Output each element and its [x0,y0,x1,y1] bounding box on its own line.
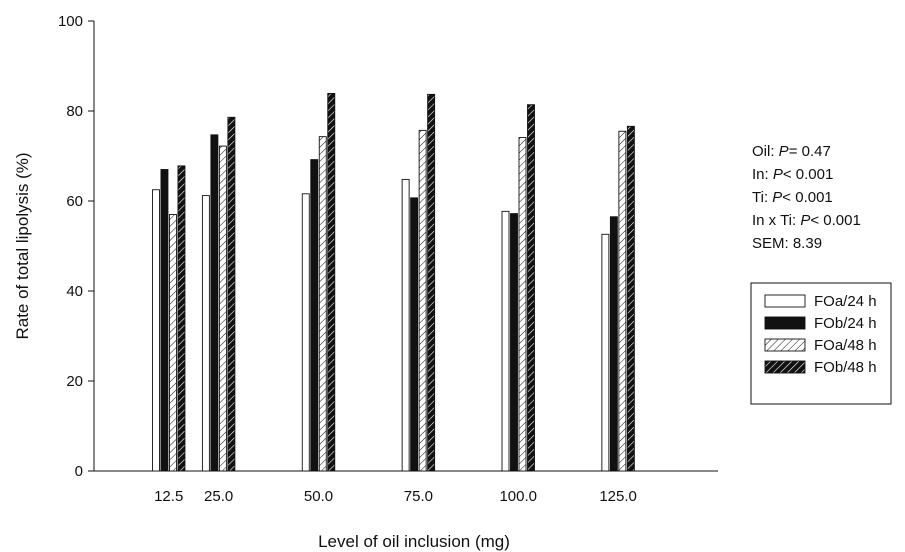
bar-foa-24-h-75.0 [401,178,410,472]
bar-fob-48-h-12.5 [177,165,186,472]
stat-line: In x Ti: P< 0.001 [752,209,861,232]
legend-swatch [764,316,806,330]
y-axis-title: Rate of total lipolysis (%) [13,152,32,339]
bars-layer [152,92,635,472]
x-tick-label: 50.0 [304,488,333,505]
stat-value: < 0.001 [782,189,833,206]
stat-value: < 0.001 [810,212,861,229]
stat-line: Ti: P< 0.001 [752,186,861,209]
bar-fob-24-h-12.5 [160,169,169,472]
bar-foa-24-h-125.0 [601,233,610,472]
stat-label: Ti: [752,189,773,206]
x-tick-label: 100.0 [499,488,537,505]
bar-fob-24-h-100.0 [510,213,518,472]
bar-fob-48-h-25.0 [227,116,236,472]
stat-label: SEM: 8.39 [752,235,823,252]
stat-symbol: P [800,212,811,229]
y-tick-label: 60 [66,193,83,210]
legend: FOa/24 h FOb/24 h FOa/48 h FOb/48 h [750,282,892,405]
legend-swatch [764,360,806,374]
bar-foa-48-h-100.0 [518,137,527,472]
bar-fob-48-h-75.0 [427,93,436,472]
stat-label: Oil: [752,143,779,160]
x-tick-label: 75.0 [404,488,433,505]
x-tick-label: 12.5 [154,488,183,505]
legend-swatch [764,294,806,308]
x-tick-label: 125.0 [599,488,637,505]
stat-line: Oil: P= 0.47 [752,140,861,163]
bar-foa-48-h-125.0 [618,130,627,472]
bar-fob-48-h-125.0 [626,125,635,472]
bar-foa-24-h-100.0 [501,210,510,472]
stat-value: = 0.47 [788,143,831,160]
bar-fob-24-h-75.0 [410,197,419,472]
stat-value: < 0.001 [782,166,834,183]
y-tick-label: 0 [75,463,83,480]
legend-label: FOa/24 h [814,293,877,310]
legend-label: FOb/24 h [814,315,877,332]
bar-fob-24-h-25.0 [210,134,219,472]
bar-fob-24-h-125.0 [609,216,618,472]
bar-fob-48-h-50.0 [327,92,336,472]
bar-foa-48-h-25.0 [218,145,227,472]
y-tick-label: 20 [66,373,83,390]
stat-symbol: P [772,189,783,206]
bar-foa-24-h-12.5 [152,189,160,472]
legend-label: FOb/48 h [814,359,877,376]
bar-foa-24-h-50.0 [301,193,310,472]
y-tick-label: 40 [66,283,83,300]
bar-fob-24-h-50.0 [310,159,319,472]
bar-foa-24-h-25.0 [201,195,210,472]
bar-foa-48-h-12.5 [169,214,177,472]
labels-layer: 0 20 40 60 80 100 12.5 25.0 50.0 75.0 100.0 125.0 Le… [13,13,637,551]
bar-foa-48-h-50.0 [318,136,327,472]
stat-label: In x Ti: [752,212,801,229]
bar-foa-48-h-75.0 [418,129,427,472]
y-tick-label: 80 [66,103,83,120]
legend-swatch [764,338,806,352]
x-axis-title: Level of oil inclusion (mg) [318,532,510,551]
bar-fob-48-h-100.0 [527,104,535,472]
legend-label: FOa/48 h [814,337,877,354]
stat-symbol: P [778,143,789,160]
stat-label: In: [752,166,773,183]
statistics-annotations: Oil: P= 0.47 In: P< 0.001 Ti: P< 0.001 In x… [752,140,861,255]
y-tick-label: 100 [58,13,83,30]
x-tick-label: 25.0 [204,488,233,505]
stat-line: SEM: 8.39 [752,232,861,255]
stat-line: In: P< 0.001 [752,163,861,186]
stat-symbol: P [772,166,783,183]
